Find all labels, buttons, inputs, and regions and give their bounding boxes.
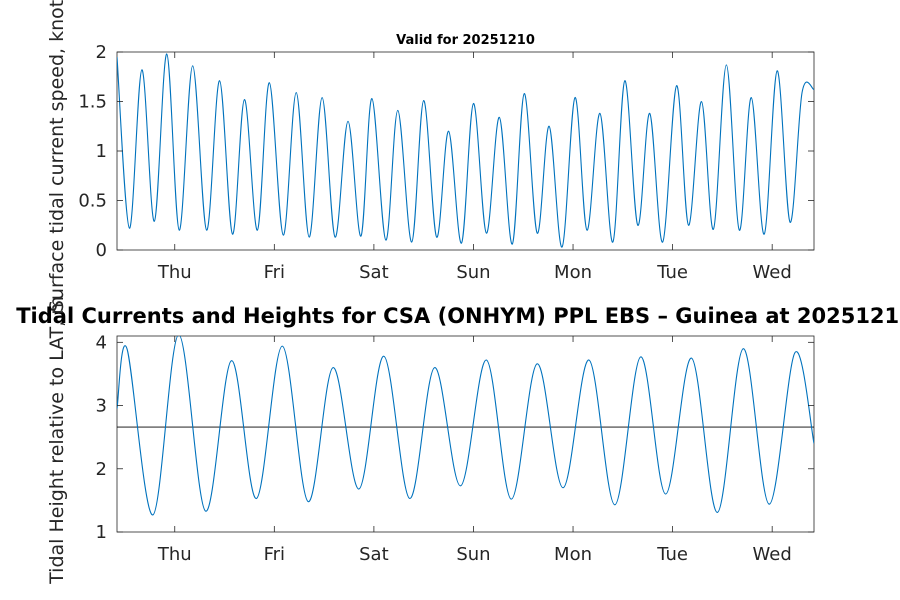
- current-speed-x-tick-label: Fri: [264, 262, 285, 283]
- current-speed-y-axis-label: Surface tidal current speed, knots: [46, 0, 68, 312]
- current-speed-y-tick-label: 0: [96, 240, 107, 261]
- tidal-height-axes: Thu Fri Sat Sun Mon Tue Wed 1 2 3 4 Tidal Height …: [46, 296, 815, 585]
- current-speed-x-tick-label: Sun: [456, 262, 490, 283]
- current-speed-y-ticks: 0 0.5 1 1.5 2: [78, 42, 814, 261]
- current-speed-x-tick-label: Sat: [359, 262, 389, 283]
- tidal-height-x-tick-label: Thu: [157, 544, 192, 565]
- current-speed-y-tick-label: 1.5: [78, 92, 107, 113]
- tidal-height-x-tick-label: Sat: [359, 544, 389, 565]
- current-speed-title: Valid for 20251210: [396, 33, 535, 48]
- tidal-height-y-tick-label: 1: [96, 522, 107, 543]
- tidal-height-x-tick-label: Fri: [264, 544, 285, 565]
- tidal-height-y-tick-label: 4: [96, 332, 107, 353]
- tidal-height-x-ticks: Thu Fri Sat Sun Mon Tue Wed: [157, 336, 792, 565]
- tidal-height-y-tick-label: 2: [96, 459, 107, 480]
- current-speed-axes: Valid for 20251210 Thu Fri Sat Sun Mon Tue Wed…: [46, 0, 815, 312]
- current-speed-x-tick-label: Mon: [554, 262, 592, 283]
- tidal-height-y-axis-label: Tidal Height relative to LAT, m: [46, 296, 68, 585]
- tidal-height-y-ticks: 1 2 3 4: [96, 332, 814, 543]
- tidal-height-x-tick-label: Mon: [554, 544, 592, 565]
- figure-main-title: Tidal Currents and Heights for CSA (ONHY…: [16, 304, 900, 328]
- tidal-height-series-line: [117, 336, 814, 516]
- tidal-height-x-tick-label: Wed: [753, 544, 792, 565]
- current-speed-y-tick-label: 2: [96, 42, 107, 63]
- current-speed-y-tick-label: 0.5: [78, 191, 107, 212]
- tidal-height-x-tick-label: Sun: [456, 544, 490, 565]
- tidal-height-x-tick-label: Tue: [656, 544, 688, 565]
- current-speed-x-tick-label: Wed: [753, 262, 792, 283]
- current-speed-y-tick-label: 1: [96, 141, 107, 162]
- current-speed-x-tick-label: Thu: [157, 262, 192, 283]
- current-speed-x-ticks: Thu Fri Sat Sun Mon Tue Wed: [157, 52, 792, 283]
- current-speed-x-tick-label: Tue: [656, 262, 688, 283]
- current-speed-series-line: [117, 53, 814, 248]
- tidal-height-plot-area: [116, 335, 815, 533]
- tidal-height-y-tick-label: 3: [96, 396, 107, 417]
